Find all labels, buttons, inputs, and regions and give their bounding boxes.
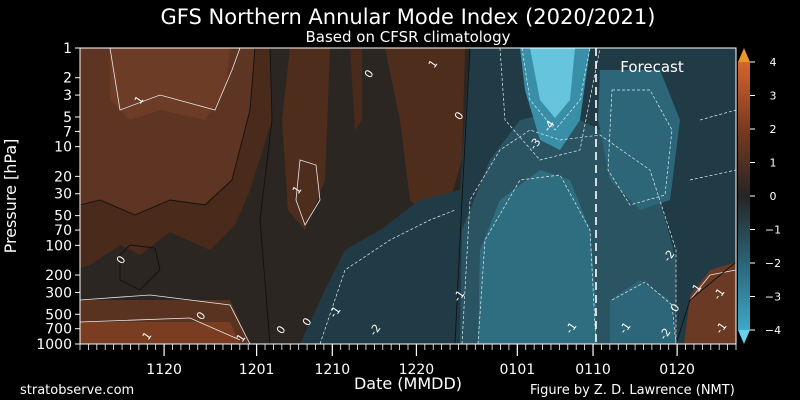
y-tick-label: 200 [45,268,72,284]
colorbar-tick-label: −4 [765,324,781,337]
plot-frame [79,47,737,345]
x-tick-label: 0110 [575,362,611,378]
x-tick-label: 1210 [314,362,350,378]
chart-subtitle: Based on CFSR climatology [305,28,510,46]
x-tick-label: 0120 [659,362,695,378]
x-axis: 1120 1201 1210 1220 0101 0110 0120 [79,344,737,378]
y-tick-label: 50 [54,209,72,225]
chart-title: GFS Northern Annular Mode Index (2020/20… [161,5,656,29]
y-tick-label: 1 [63,41,72,57]
heatmap-field [80,48,736,344]
footer-credit: Figure by Z. D. Lawrence (NMT) [530,383,735,398]
colorbar: 4 3 2 1 0 −1 −2 −3 −4 [738,48,781,344]
y-tick-label: 3 [63,88,72,104]
y-tick-label: 2 [63,71,72,87]
x-tick-label: 1201 [239,362,275,378]
colorbar-max-arrow [738,48,750,62]
y-tick-label: 700 [45,322,72,338]
forecast-label: Forecast [620,58,684,76]
colorbar-min-arrow [738,330,750,344]
y-tick-label: 30 [54,187,72,203]
x-axis-label: Date (MMDD) [354,374,462,393]
colorbar-tick-label: 3 [770,90,777,103]
y-tick-label: 20 [54,169,72,185]
footer-source: stratobserve.com [20,383,134,398]
y-tick-label: 300 [45,285,72,301]
y-tick-label: 7 [63,124,72,140]
y-tick-label: 5 [63,110,72,126]
colorbar-tick-label: 1 [770,157,777,170]
y-tick-label: 500 [45,307,72,323]
y-tick-label: 1000 [36,337,72,353]
colorbar-tick-label: −2 [765,257,781,270]
y-tick-label: 100 [45,238,72,254]
y-tick-label: 70 [54,223,72,239]
colorbar-tick-label: −3 [765,291,781,304]
colorbar-tick-label: 0 [770,190,777,203]
y-tick-label: 10 [54,140,72,156]
x-tick-label: 1220 [399,362,435,378]
x-tick-label: 1120 [146,362,182,378]
y-axis-label: Pressure [hPa] [1,139,20,254]
colorbar-tick-label: −1 [765,224,781,237]
colorbar-gradient [738,62,750,330]
colorbar-tick-label: 2 [770,123,777,136]
colorbar-tick-label: 4 [770,56,777,69]
x-tick-label: 0101 [500,362,536,378]
